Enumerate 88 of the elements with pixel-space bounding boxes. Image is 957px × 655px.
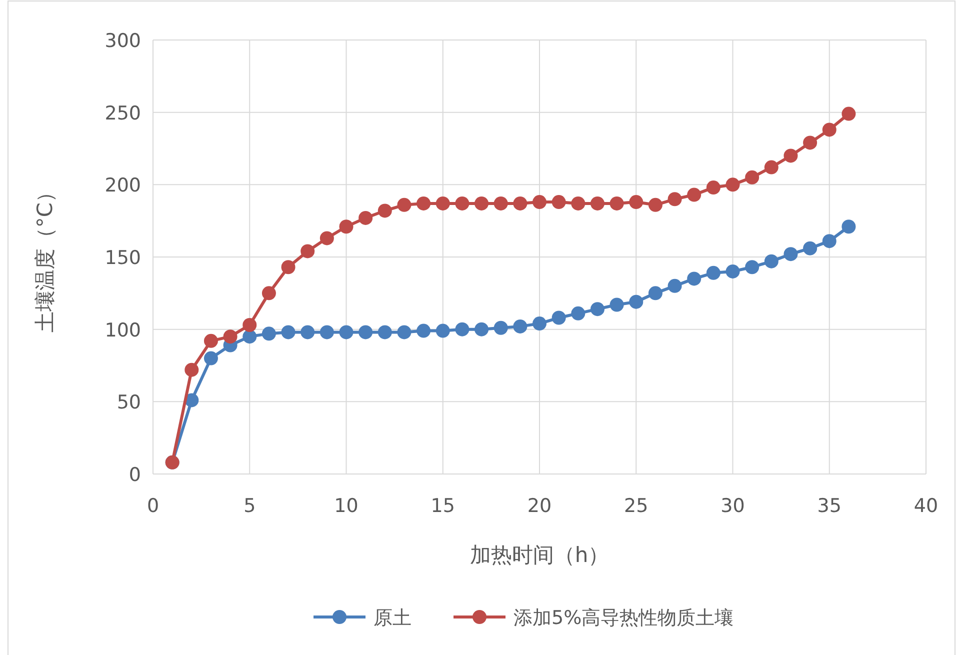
- point: [803, 136, 818, 150]
- point: [803, 241, 818, 256]
- point: [687, 188, 702, 202]
- point: [397, 198, 412, 212]
- point: [513, 319, 528, 334]
- point: [281, 260, 296, 274]
- point: [552, 310, 566, 325]
- point: [590, 302, 604, 316]
- point: [629, 195, 644, 210]
- x-tick-label: 35: [817, 495, 842, 517]
- point: [532, 195, 546, 210]
- point: [513, 196, 528, 210]
- y-tick-label: 200: [104, 174, 141, 197]
- point: [745, 260, 760, 274]
- point: [532, 316, 546, 331]
- point: [552, 195, 566, 210]
- x-tick-label: 25: [624, 495, 648, 517]
- x-tick-label: 20: [527, 495, 552, 517]
- x-tick-label: 0: [146, 495, 160, 517]
- point: [822, 234, 836, 248]
- point: [416, 324, 431, 338]
- point: [726, 178, 740, 192]
- x-tick-label: 10: [334, 495, 358, 517]
- point: [378, 325, 392, 340]
- point: [320, 231, 334, 246]
- point: [436, 196, 450, 210]
- point: [610, 298, 624, 312]
- point: [784, 247, 798, 262]
- point: [668, 278, 682, 293]
- point: [745, 170, 760, 184]
- point: [494, 320, 508, 335]
- legend-label: 添加5%高导热性物质土壤: [514, 607, 734, 629]
- point: [378, 204, 392, 218]
- point: [242, 318, 257, 332]
- point: [455, 196, 470, 210]
- point: [242, 330, 257, 344]
- point: [300, 325, 315, 340]
- point: [764, 254, 778, 268]
- point: [571, 196, 586, 210]
- point: [668, 192, 682, 206]
- point: [339, 325, 354, 340]
- point: [300, 244, 315, 258]
- point: [436, 324, 450, 338]
- point: [629, 294, 644, 309]
- point: [339, 220, 354, 234]
- x-axis-title: 加热时间（h）: [470, 543, 610, 567]
- y-tick-label: 0: [128, 464, 141, 486]
- point: [320, 325, 334, 340]
- legend-label: 原土: [374, 607, 412, 629]
- y-tick-label: 100: [104, 319, 141, 342]
- point: [726, 264, 740, 278]
- point: [204, 351, 218, 366]
- point: [474, 322, 489, 336]
- point: [262, 286, 276, 300]
- point: [571, 306, 586, 320]
- point: [474, 196, 489, 210]
- point: [455, 322, 470, 336]
- point: [358, 325, 373, 340]
- y-tick-label: 50: [116, 392, 141, 414]
- y-tick-label: 150: [104, 247, 141, 269]
- x-tick-label: 5: [244, 495, 256, 517]
- point: [223, 330, 238, 344]
- point: [610, 196, 624, 210]
- point: [706, 180, 720, 195]
- point: [494, 196, 508, 210]
- y-axis-title: 土壤温度（°C）: [33, 181, 57, 333]
- point: [842, 220, 856, 234]
- x-tick-label: 40: [914, 495, 938, 517]
- point: [822, 122, 836, 137]
- y-tick-label: 300: [104, 30, 141, 52]
- point: [358, 210, 373, 225]
- point: [262, 326, 276, 341]
- point: [648, 198, 662, 212]
- point: [648, 286, 662, 300]
- point: [397, 325, 412, 340]
- point: [687, 272, 702, 286]
- point: [764, 160, 778, 174]
- point: [842, 106, 856, 121]
- point: [184, 362, 199, 377]
- x-tick-label: 30: [720, 495, 745, 517]
- y-tick-label: 250: [104, 102, 141, 124]
- point: [784, 148, 798, 163]
- point: [706, 266, 720, 280]
- point: [590, 196, 604, 210]
- point: [281, 325, 296, 340]
- point: [204, 334, 218, 348]
- point: [416, 196, 431, 210]
- x-tick-label: 15: [430, 495, 455, 517]
